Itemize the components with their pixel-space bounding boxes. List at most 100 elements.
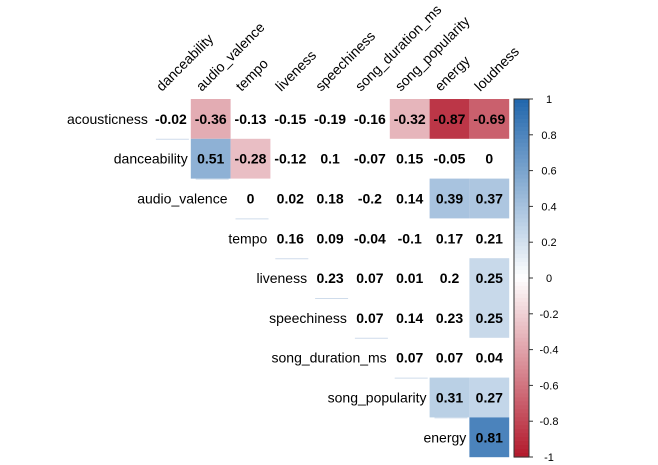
cell-value-label: 0.37 — [476, 191, 503, 207]
cell-value-label: 0.51 — [197, 151, 224, 167]
cell-value-label: -0.12 — [274, 151, 306, 167]
cell-value-label: -0.2 — [358, 191, 382, 207]
heatmap-cell — [230, 138, 271, 179]
colorbar-segment — [514, 254, 529, 259]
colorbar-segment — [514, 417, 529, 422]
colorbar-segment — [514, 142, 529, 148]
colorbar-segment — [514, 309, 529, 315]
heatmap-cell — [389, 99, 430, 139]
cell-value-label: -0.02 — [155, 111, 187, 127]
cell-value-label: 0.23 — [316, 270, 343, 286]
colorbar-segment — [514, 246, 529, 251]
column-label: loudness — [471, 43, 522, 94]
colorbar-tick-label: -1 — [544, 452, 554, 464]
colorbar-segment — [514, 166, 529, 172]
colorbar-segment — [514, 102, 529, 108]
cell-value-label: -0.05 — [434, 151, 466, 167]
colorbar-segment — [514, 130, 529, 136]
colorbar-segment — [514, 425, 529, 430]
colorbar-segment — [514, 385, 529, 390]
column-label: liveness — [272, 47, 319, 94]
colorbar-segment — [514, 361, 529, 367]
colorbar-segment — [514, 214, 529, 219]
cell-value-label: -0.15 — [274, 111, 306, 127]
heatmap-cells: -0.02 -0.36 -0.13 -0.15 -0.19 -0.16 -0.32 -0.87… — [155, 99, 510, 458]
colorbar-segment — [514, 333, 529, 339]
colorbar-segment — [514, 445, 529, 450]
colorbar-segment — [514, 409, 529, 414]
colorbar-segment — [514, 437, 529, 442]
cell-value-label: 0.09 — [316, 230, 343, 246]
cell-value-label: 0.31 — [436, 390, 463, 406]
colorbar-segment — [514, 377, 529, 383]
cell-value-label: -0.13 — [235, 111, 267, 127]
colorbar-tick-label: -0.6 — [540, 380, 559, 392]
cell-value-label: -0.36 — [195, 111, 227, 127]
colorbar-segment — [514, 266, 529, 271]
cell-value-label: 0.39 — [436, 191, 463, 207]
colorbar-tick-label: -0.2 — [540, 309, 559, 321]
cell-value-label: -0.16 — [354, 111, 386, 127]
colorbar-segment — [514, 226, 529, 231]
colorbar-segment — [514, 289, 529, 295]
colorbar-segment — [514, 349, 529, 355]
cell-value-label: 0.01 — [396, 270, 423, 286]
colorbar-segment — [514, 369, 529, 375]
cell-value-label: -0.1 — [398, 230, 422, 246]
colorbar-segment — [514, 258, 529, 263]
cell-value-label: 0.81 — [476, 429, 503, 445]
colorbar-segment — [514, 150, 529, 156]
colorbar-tick-label: 0.2 — [541, 237, 556, 249]
colorbar-segment — [514, 421, 529, 426]
colorbar-segment — [514, 234, 529, 239]
heatmap-cell — [469, 377, 510, 418]
colorbar-segment — [514, 270, 529, 275]
colorbar-segment — [514, 345, 529, 351]
heatmap-cell — [190, 99, 231, 139]
cell-value-label: 0.07 — [356, 310, 383, 326]
colorbar-segment — [514, 186, 529, 192]
cell-value-label: 0.21 — [476, 230, 503, 246]
colorbar-segment — [514, 206, 529, 211]
row-label: acousticness — [67, 111, 148, 127]
heatmap-cell — [429, 99, 470, 139]
cell-value-label: 0.17 — [436, 230, 463, 246]
colorbar-segment — [514, 126, 529, 132]
cell-value-label: 0.25 — [476, 270, 503, 286]
colorbar-segment — [514, 182, 529, 188]
colorbar-segment — [514, 222, 529, 227]
cell-value-label: -0.69 — [473, 111, 505, 127]
colorbar-segment — [514, 285, 529, 291]
cell-value-label: 0.04 — [476, 350, 503, 366]
colorbar-segment — [514, 325, 529, 331]
heatmap-cell — [469, 298, 510, 338]
cell-value-label: -0.04 — [354, 230, 386, 246]
colorbar-segment — [514, 341, 529, 347]
colorbar-segment — [514, 230, 529, 235]
cell-value-label: -0.87 — [434, 111, 466, 127]
colorbar-tick-label: 0.8 — [541, 130, 556, 142]
cell-value-label: 0 — [247, 191, 255, 207]
cell-value-label: 0.16 — [277, 230, 304, 246]
colorbar-segment — [514, 301, 529, 307]
cell-value-label: 0.07 — [436, 350, 463, 366]
colorbar-segment — [514, 194, 529, 200]
cell-value-label: -0.19 — [314, 111, 346, 127]
colorbar-tick-label: -0.4 — [540, 345, 559, 357]
colorbar-segment — [514, 274, 529, 279]
heatmap-cell — [429, 377, 470, 418]
cell-value-label: -0.32 — [394, 111, 426, 127]
colorbar-segment — [514, 114, 529, 120]
colorbar-segment — [514, 262, 529, 267]
colorbar-segment — [514, 158, 529, 164]
row-label: danceability — [114, 151, 188, 167]
colorbar-segment — [514, 329, 529, 335]
row-label: audio_valence — [137, 191, 228, 207]
cell-value-label: 0 — [485, 151, 493, 167]
colorbar-segment — [514, 99, 529, 104]
colorbar-segment — [514, 110, 529, 116]
colorbar-segment — [514, 242, 529, 247]
cell-value-label: -0.28 — [235, 151, 267, 167]
colorbar-segment — [514, 138, 529, 144]
